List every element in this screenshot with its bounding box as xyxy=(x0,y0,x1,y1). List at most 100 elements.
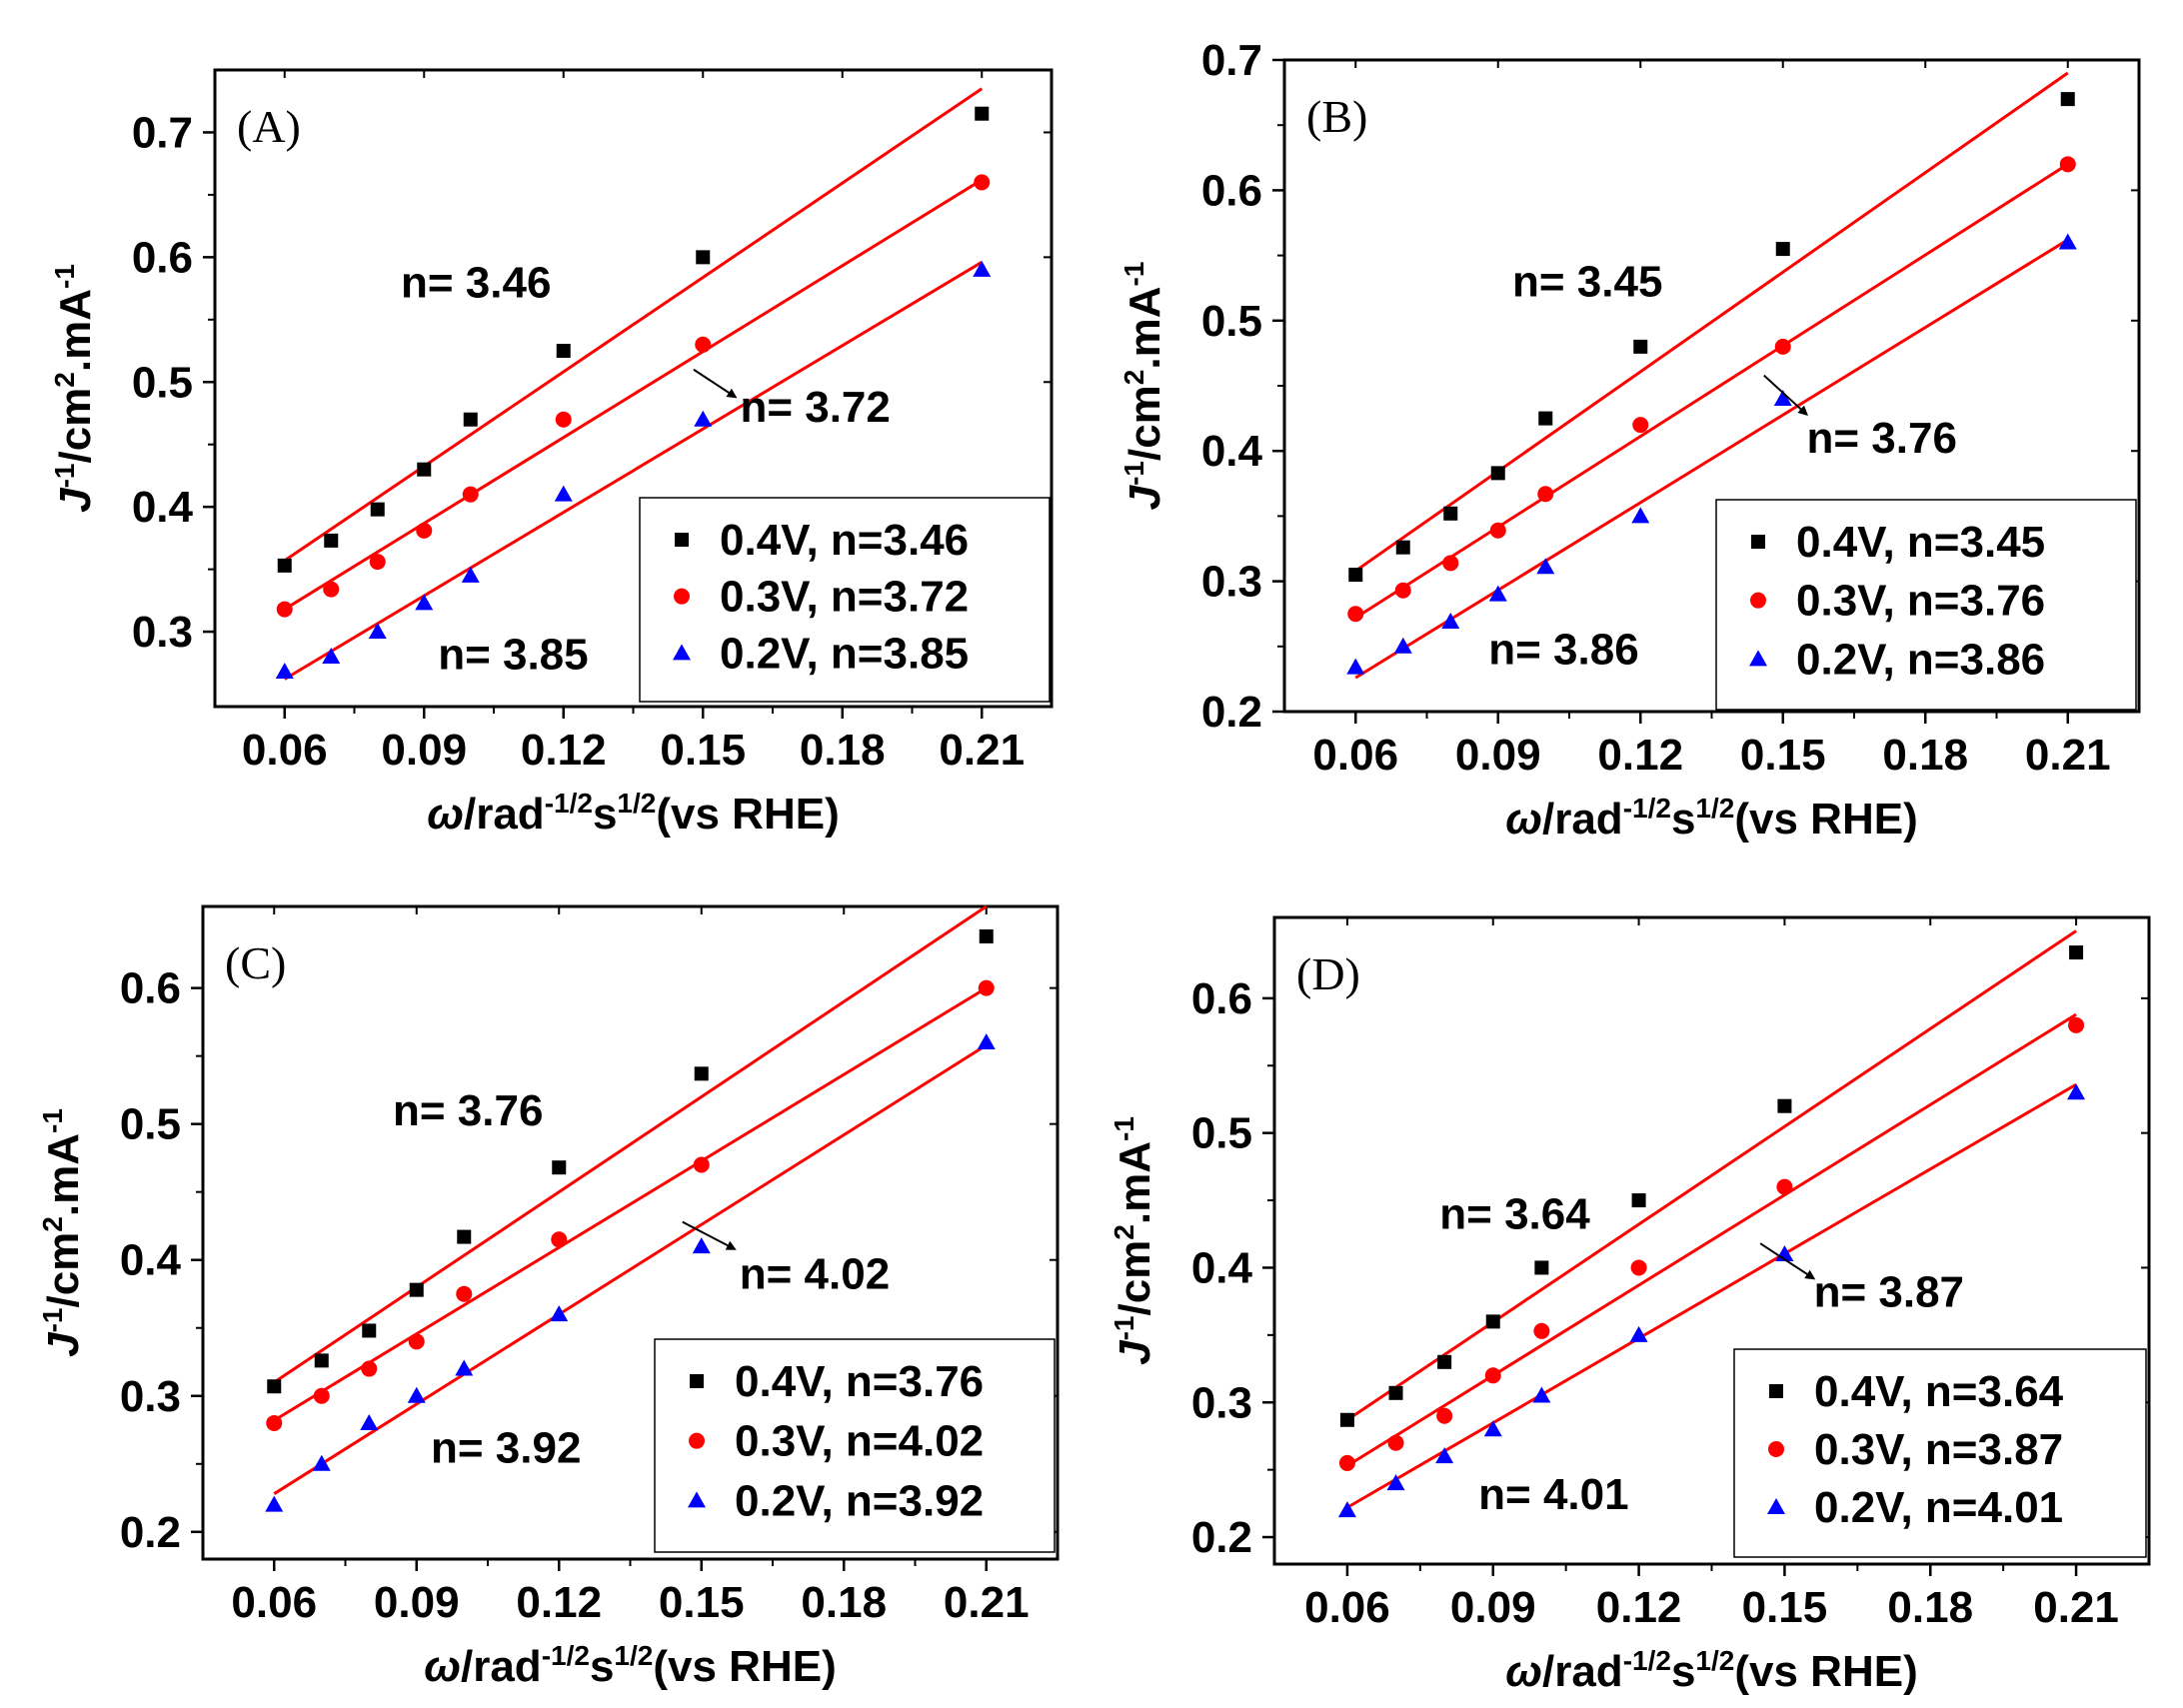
data-point-triangle xyxy=(312,1454,331,1471)
legend-entry: 0.2V, n=3.92 xyxy=(735,1476,984,1525)
data-point-circle xyxy=(1338,1454,1355,1471)
data-point-square xyxy=(1339,1412,1354,1427)
x-tick-label: 0.18 xyxy=(800,726,886,775)
y-tick-label: 0.5 xyxy=(1191,1109,1252,1158)
legend-entry: 0.4V, n=3.76 xyxy=(735,1357,984,1406)
x-axis-label: ω/rad-1/2s1/2(vs RHE) xyxy=(427,788,839,839)
fit-line-2 xyxy=(1354,163,2069,620)
x-tick-label: 0.15 xyxy=(1740,731,1826,780)
annotation-text: n= 4.01 xyxy=(1478,1470,1628,1519)
data-point-triangle xyxy=(1337,1501,1356,1518)
data-point-triangle xyxy=(368,623,387,640)
data-point-square xyxy=(417,462,432,477)
data-point-square xyxy=(1388,1385,1403,1400)
y-tick-label: 0.4 xyxy=(1201,427,1263,476)
data-point-square xyxy=(1631,1193,1646,1208)
annotation-arrow xyxy=(693,368,738,399)
fit-line-1 xyxy=(1354,71,2069,573)
x-tick-label: 0.21 xyxy=(2033,1583,2119,1632)
data-point-circle xyxy=(693,1156,710,1173)
legend-marker-triangle xyxy=(673,644,691,661)
data-point-circle xyxy=(1776,1178,1793,1195)
annotation-text: n= 3.76 xyxy=(1807,414,1957,463)
data-point-square xyxy=(324,533,339,548)
data-point-triangle xyxy=(407,1386,426,1403)
data-point-square xyxy=(975,106,990,121)
panel-label: (D) xyxy=(1296,948,1360,999)
data-point-triangle xyxy=(1631,507,1650,524)
data-point-triangle xyxy=(360,1413,379,1430)
data-point-circle xyxy=(978,979,995,996)
data-point-triangle xyxy=(1346,658,1365,675)
data-point-triangle xyxy=(1483,1420,1502,1437)
annotation-arrow xyxy=(1759,1242,1816,1280)
data-point-triangle xyxy=(1435,1447,1454,1464)
data-point-triangle xyxy=(2067,1083,2086,1100)
y-tick-label: 0.3 xyxy=(1191,1378,1252,1427)
data-point-triangle xyxy=(265,1495,284,1512)
data-point-square xyxy=(277,558,292,573)
data-point-circle xyxy=(408,1333,425,1350)
annotation-arrow xyxy=(1763,374,1808,417)
data-point-square xyxy=(696,250,711,265)
data-point-square xyxy=(1538,411,1553,426)
data-point-circle xyxy=(1632,417,1649,434)
data-point-triangle xyxy=(415,594,434,611)
data-point-triangle xyxy=(554,485,573,502)
data-point-triangle xyxy=(1488,585,1507,602)
data-point-circle xyxy=(1442,555,1459,572)
x-tick-label: 0.09 xyxy=(1450,1583,1536,1632)
legend-marker-triangle xyxy=(1749,650,1767,667)
data-point-triangle xyxy=(1536,558,1555,575)
fit-line-3 xyxy=(1354,238,2069,680)
x-tick-label: 0.15 xyxy=(1742,1583,1828,1632)
y-tick-label: 0.7 xyxy=(1201,36,1262,85)
data-point-circle xyxy=(1347,606,1364,623)
legend-marker-square xyxy=(1751,535,1765,549)
legend-entry: 0.2V, n=3.86 xyxy=(1796,635,2045,684)
data-point-triangle xyxy=(1393,637,1412,654)
y-tick-label: 0.5 xyxy=(120,1100,181,1149)
data-point-square xyxy=(314,1353,329,1368)
data-point-circle xyxy=(1387,1434,1404,1451)
panel-b: 0.06 0.09 0.12 0.15 0.18 0.21 0.2 0.3 0.4 0.5 0.6 0… xyxy=(1118,36,2141,844)
data-point-square xyxy=(1490,466,1505,481)
legend-entry: 0.3V, n=3.72 xyxy=(720,573,969,622)
y-tick-label: 0.5 xyxy=(132,358,193,407)
data-point-circle xyxy=(1484,1367,1501,1384)
data-point-circle xyxy=(462,486,479,503)
legend-entry: 0.3V, n=4.02 xyxy=(735,1417,984,1466)
legend-box xyxy=(1715,499,2137,711)
annotation-text: n= 3.85 xyxy=(438,631,588,680)
fit-line-2 xyxy=(1346,1012,2077,1467)
data-point-square xyxy=(1534,1260,1549,1275)
legend-marker-square xyxy=(675,533,689,547)
y-tick-label: 0.6 xyxy=(132,233,193,282)
y-tick-label: 0.4 xyxy=(120,1236,182,1285)
legend-entry: 0.3V, n=3.87 xyxy=(1814,1425,2063,1474)
data-point-square xyxy=(694,1066,709,1081)
panel-label: (C) xyxy=(225,937,286,988)
fit-line-2 xyxy=(283,178,984,611)
x-axis-label: ω/rad-1/2s1/2(vs RHE) xyxy=(1505,793,1917,844)
data-point-circle xyxy=(266,1414,283,1431)
data-point-triangle xyxy=(275,663,294,680)
x-tick-label: 0.15 xyxy=(659,1578,745,1627)
y-tick-label: 0.7 xyxy=(132,108,193,157)
legend-box xyxy=(1733,1348,2147,1558)
x-tick-label: 0.21 xyxy=(939,726,1025,775)
y-axis-label: J-1/cm2.mA-1 xyxy=(49,264,100,513)
data-point-circle xyxy=(1533,1322,1550,1339)
legend-marker-circle xyxy=(1750,592,1766,609)
y-tick-label: 0.4 xyxy=(132,483,194,532)
data-point-triangle xyxy=(550,1305,569,1322)
data-point-circle xyxy=(1394,582,1411,599)
x-tick-label: 0.21 xyxy=(944,1578,1030,1627)
data-point-triangle xyxy=(1532,1386,1551,1403)
x-tick-label: 0.06 xyxy=(1304,1583,1390,1632)
data-point-circle xyxy=(1774,338,1791,355)
data-point-triangle xyxy=(977,1033,996,1050)
data-point-triangle xyxy=(1773,390,1792,407)
x-tick-label: 0.06 xyxy=(242,726,328,775)
data-point-triangle xyxy=(973,260,992,277)
